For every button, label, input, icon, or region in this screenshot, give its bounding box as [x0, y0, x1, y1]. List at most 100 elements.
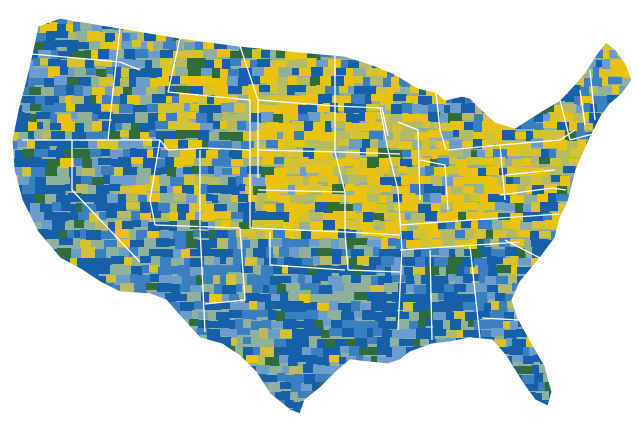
- county-cell: [167, 366, 177, 378]
- county-cell: [523, 212, 532, 223]
- county-cell: [82, 104, 90, 112]
- county-cell: [104, 347, 112, 357]
- county-cell: [63, 140, 74, 150]
- county-cell: [109, 374, 124, 383]
- county-cell: [257, 258, 265, 270]
- county-cell: [206, 150, 219, 158]
- county-cell: [19, 220, 28, 227]
- county-cell: [578, 140, 587, 150]
- county-cell: [123, 87, 133, 99]
- county-cell: [626, 168, 632, 176]
- county-cell: [317, 175, 329, 182]
- county-cell: [239, 222, 253, 229]
- al-ga-boundary: [469, 245, 481, 339]
- county-cell: [467, 157, 482, 165]
- county-cell: [611, 382, 624, 390]
- county-cell: [239, 184, 246, 191]
- county-cell: [424, 357, 432, 364]
- county-cell: [35, 184, 42, 194]
- county-cell: [169, 355, 176, 363]
- county-cell: [272, 41, 284, 48]
- county-cell: [382, 121, 393, 132]
- county-cell: [50, 114, 58, 126]
- county-cell: [477, 176, 491, 184]
- county-cell: [394, 257, 402, 265]
- county-cell: [202, 158, 213, 166]
- county-cell: [144, 32, 157, 41]
- county-cell: [55, 391, 69, 400]
- county-cell: [266, 184, 280, 193]
- county-cell: [60, 328, 73, 340]
- county-cell: [120, 78, 130, 86]
- county-cell: [344, 285, 357, 294]
- county-cell: [232, 141, 242, 149]
- county-cell: [105, 400, 112, 407]
- county-cell: [201, 222, 209, 229]
- county-cell: [521, 420, 530, 424]
- county-cell: [529, 68, 536, 78]
- county-cell: [222, 112, 230, 124]
- county-cell: [608, 150, 619, 157]
- county-cell: [268, 310, 277, 320]
- county-cell: [614, 18, 621, 24]
- county-cell: [66, 85, 75, 95]
- county-cell: [584, 123, 594, 130]
- county-cell: [421, 275, 435, 284]
- county-cell: [161, 364, 168, 373]
- county-cell: [618, 410, 631, 414]
- county-cell: [70, 204, 77, 216]
- county-cell: [67, 40, 79, 52]
- county-cell: [332, 382, 339, 393]
- county-cell: [148, 302, 160, 312]
- county-cell: [189, 418, 197, 424]
- county-cell: [582, 230, 592, 239]
- county-cell: [92, 121, 103, 131]
- county-cell: [134, 418, 143, 424]
- county-cell: [303, 148, 315, 159]
- county-cell: [267, 193, 280, 201]
- county-cell: [593, 320, 608, 330]
- county-cell: [35, 96, 46, 105]
- county-cell: [416, 328, 424, 339]
- county-cell: [56, 148, 65, 159]
- county-cell: [440, 202, 454, 209]
- county-cell: [562, 18, 572, 27]
- county-cell: [123, 347, 135, 357]
- county-cell: [373, 220, 380, 227]
- county-cell: [244, 420, 251, 424]
- county-cell: [366, 148, 379, 156]
- county-cell: [272, 22, 280, 32]
- county-cell: [348, 60, 360, 72]
- county-cell: [319, 32, 328, 43]
- county-cell: [175, 238, 187, 250]
- county-cell: [573, 384, 580, 393]
- county-cell: [344, 76, 355, 87]
- county-cell: [302, 347, 312, 357]
- county-cell: [617, 59, 632, 68]
- county-cell: [308, 328, 322, 336]
- county-cell: [332, 230, 339, 241]
- county-cell: [447, 347, 458, 356]
- county-cell: [341, 18, 351, 22]
- county-cell: [201, 213, 215, 221]
- county-cell: [256, 231, 266, 243]
- county-cell: [28, 78, 35, 87]
- county-cell: [95, 402, 106, 413]
- county-cell: [101, 166, 115, 175]
- county-cell: [213, 113, 223, 121]
- county-cell: [174, 157, 185, 168]
- county-cell: [378, 22, 387, 30]
- county-cell: [95, 346, 105, 355]
- county-cell: [143, 158, 157, 168]
- county-cell: [414, 18, 425, 25]
- county-cell: [91, 50, 99, 62]
- county-cell: [496, 132, 503, 141]
- county-cell: [175, 22, 190, 34]
- county-cell: [400, 87, 411, 95]
- county-cell: [434, 329, 447, 336]
- county-cell: [431, 31, 446, 38]
- county-cell: [564, 212, 576, 223]
- county-cell: [630, 411, 632, 414]
- county-cell: [602, 157, 613, 168]
- county-cell: [535, 393, 543, 402]
